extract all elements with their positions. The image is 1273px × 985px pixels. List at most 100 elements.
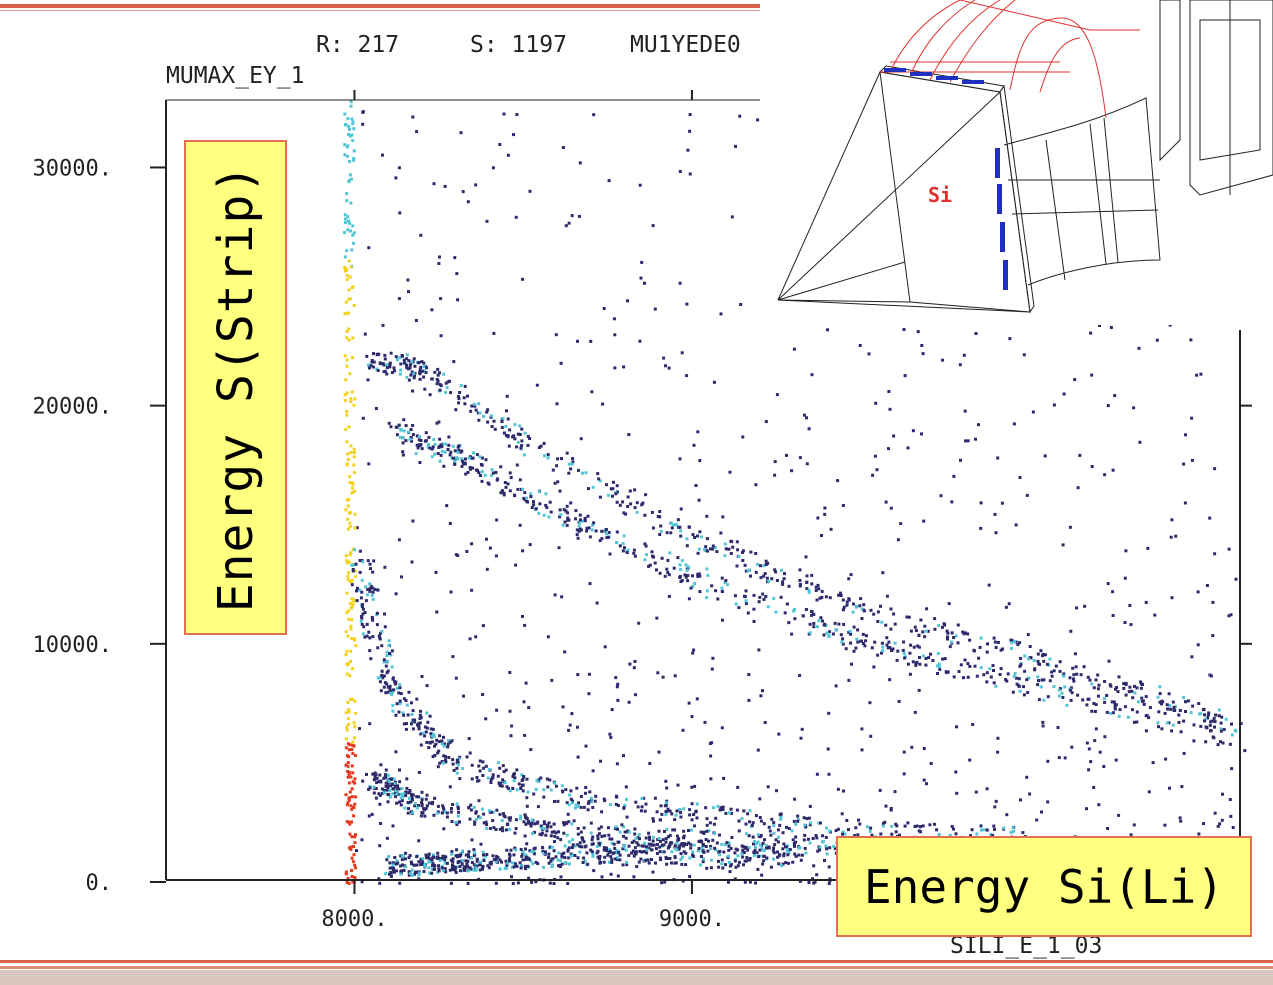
count-cell [398,683,402,687]
count-cell [595,851,599,855]
count-cell [493,427,497,431]
count-cell [700,846,704,850]
count-cell [1224,717,1228,721]
count-cell [382,370,386,374]
count-cell [1063,756,1067,760]
count-cell [415,434,419,438]
count-cell [349,100,353,104]
count-cell [1018,476,1022,479]
count-cell [409,860,413,864]
count-cell [764,559,768,563]
count-cell [994,799,998,803]
count-cell [1048,657,1052,661]
count-cell [612,842,616,846]
detector-diagram-inset: Si [760,0,1273,325]
count-cell [446,745,450,749]
count-cell [1017,677,1021,681]
count-cell [549,788,553,792]
count-cell [812,621,816,625]
count-cell [411,433,415,437]
count-cell [659,529,663,533]
count-cell [1037,698,1041,702]
count-cell [528,543,532,547]
count-cell [1217,714,1221,718]
count-cell [609,872,613,876]
count-cell [349,804,353,808]
count-cell [344,221,347,225]
count-cell [419,439,423,442]
count-cell [544,492,548,496]
count-cell [1168,704,1172,707]
count-cell [737,555,741,558]
count-cell [1097,803,1101,807]
count-cell [777,732,781,736]
count-cell [696,551,700,555]
count-cell [1002,826,1006,830]
count-cell [748,858,751,862]
count-cell [591,842,595,846]
count-cell [383,565,387,569]
count-cell [1001,647,1005,651]
count-cell [510,865,514,869]
count-cell [513,423,517,427]
count-cell [815,873,819,877]
count-cell [352,853,356,857]
count-cell [599,759,602,763]
count-cell [507,444,511,448]
count-cell [352,455,356,459]
count-cell [372,559,376,563]
count-cell [348,134,352,138]
count-cell [519,848,523,851]
count-cell [348,553,352,557]
count-cell [575,533,579,537]
count-cell [985,680,989,684]
count-cell [569,854,573,858]
count-cell [496,774,500,778]
count-cell [624,785,628,789]
count-cell [692,648,696,652]
count-cell [658,510,662,513]
count-cell [653,561,657,565]
count-cell [1092,786,1096,789]
count-cell [618,858,622,862]
count-cell [363,635,367,639]
count-cell [414,452,418,456]
count-cell [699,855,703,858]
count-cell [989,675,993,679]
count-cell [562,823,566,827]
count-cell [545,825,549,829]
count-cell [568,793,572,797]
count-cell [646,858,650,862]
count-cell [371,365,375,369]
count-cell [346,117,350,121]
count-cell [1231,826,1235,829]
count-cell [1019,798,1022,802]
count-cell [633,846,637,850]
count-cell [387,855,391,858]
count-cell [1178,709,1182,712]
count-cell [688,113,692,116]
count-cell [448,785,452,789]
count-cell [1160,727,1164,731]
count-cell [556,799,560,803]
count-cell [894,822,898,826]
count-cell [464,859,468,863]
count-cell [485,219,489,223]
count-cell [348,511,352,515]
count-cell [379,362,382,366]
count-cell [992,669,995,672]
count-cell [1004,678,1008,681]
count-cell [358,549,362,553]
count-cell [1009,638,1013,642]
count-cell [371,570,375,574]
count-cell [729,807,733,811]
beam-line [777,261,906,301]
count-cell [449,881,453,885]
count-cell [737,860,741,864]
count-cell [439,384,443,388]
count-cell [1075,672,1079,676]
count-cell [665,531,669,535]
count-cell [1169,535,1173,539]
count-cell [1145,714,1149,717]
count-cell [481,760,485,764]
